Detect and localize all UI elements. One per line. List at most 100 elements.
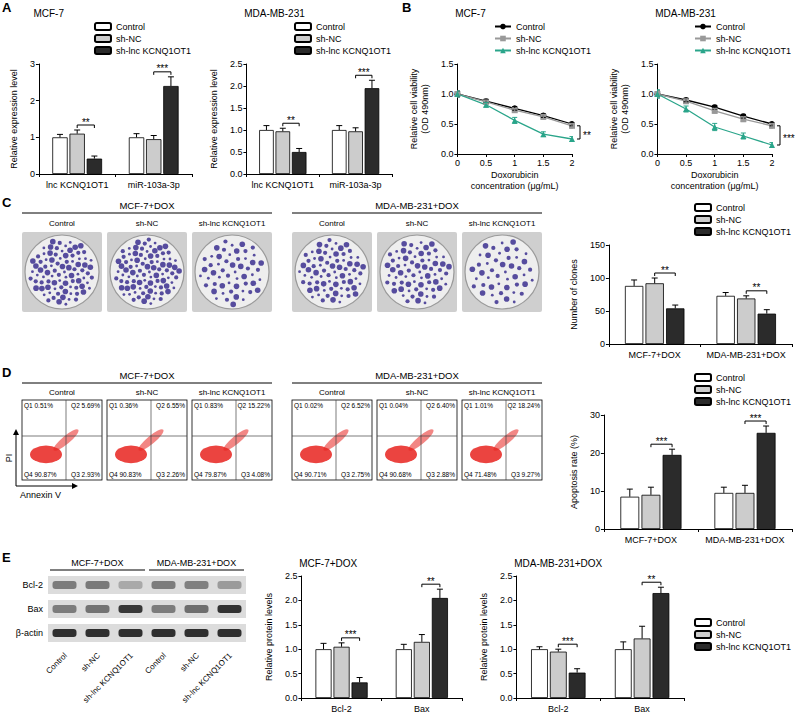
svg-text:Q4 71.48%: Q4 71.48% xyxy=(464,471,497,479)
svg-text:Relative cell viability: Relative cell viability xyxy=(609,68,619,149)
svg-text:B: B xyxy=(402,0,411,15)
svg-text:0.5: 0.5 xyxy=(500,669,513,679)
svg-text:0: 0 xyxy=(595,524,600,534)
svg-text:Relative protein levels: Relative protein levels xyxy=(479,592,489,681)
svg-text:50: 50 xyxy=(595,306,605,316)
svg-text:***: *** xyxy=(156,63,168,74)
svg-text:sh-NC: sh-NC xyxy=(80,651,103,674)
svg-text:MCF-7+DOX: MCF-7+DOX xyxy=(71,558,123,568)
svg-text:C: C xyxy=(2,195,12,210)
svg-text:Control: Control xyxy=(143,651,168,676)
svg-text:MCF-7+DOX: MCF-7+DOX xyxy=(119,370,175,381)
svg-text:***: *** xyxy=(345,629,357,640)
svg-text:Q3 9.27%: Q3 9.27% xyxy=(511,471,540,479)
svg-text:**: ** xyxy=(661,265,669,276)
svg-text:sh-lnc KCNQ1OT1: sh-lnc KCNQ1OT1 xyxy=(516,46,591,56)
svg-text:lnc KCNQ1OT1: lnc KCNQ1OT1 xyxy=(46,180,109,190)
svg-text:sh-NC: sh-NC xyxy=(136,388,159,397)
svg-text:0: 0 xyxy=(455,158,460,168)
svg-text:sh-lnc KCNQ1OT1: sh-lnc KCNQ1OT1 xyxy=(716,46,791,56)
svg-text:1.5: 1.5 xyxy=(537,158,550,168)
svg-text:1.5: 1.5 xyxy=(641,59,654,69)
svg-text:sh-lnc KCNQ1OT1: sh-lnc KCNQ1OT1 xyxy=(199,388,266,397)
svg-text:sh-NC: sh-NC xyxy=(406,388,429,397)
svg-text:sh-lnc KCNQ1OT1: sh-lnc KCNQ1OT1 xyxy=(199,219,266,228)
svg-text:Control: Control xyxy=(116,22,145,32)
svg-text:0.0: 0.0 xyxy=(641,149,654,159)
svg-text:PI: PI xyxy=(4,454,14,463)
svg-text:MDA-MB-231: MDA-MB-231 xyxy=(655,8,716,19)
svg-text:Q2 6.40%: Q2 6.40% xyxy=(426,402,455,410)
svg-text:Q3 2.75%: Q3 2.75% xyxy=(341,471,370,479)
svg-text:**: ** xyxy=(287,115,295,126)
svg-text:**: ** xyxy=(427,576,435,587)
svg-text:**: ** xyxy=(583,130,591,141)
svg-text:miR-103a-3p: miR-103a-3p xyxy=(128,180,180,190)
svg-text:0: 0 xyxy=(655,158,660,168)
svg-text:Q3 2.26%: Q3 2.26% xyxy=(156,471,185,479)
svg-text:**: ** xyxy=(753,282,761,293)
svg-text:1.0: 1.0 xyxy=(285,644,298,654)
svg-text:Bcl-2: Bcl-2 xyxy=(22,580,43,590)
svg-text:Bax: Bax xyxy=(27,604,43,614)
svg-text:0.5: 0.5 xyxy=(641,119,654,129)
svg-text:Control: Control xyxy=(44,651,69,676)
svg-text:Q1 0.36%: Q1 0.36% xyxy=(109,402,138,410)
svg-text:concentration (μg/mL): concentration (μg/mL) xyxy=(671,181,759,191)
svg-text:1.0: 1.0 xyxy=(500,644,513,654)
svg-text:Bax: Bax xyxy=(414,704,430,714)
svg-text:Control: Control xyxy=(49,388,75,397)
svg-text:(OD 490nm): (OD 490nm) xyxy=(620,84,630,134)
svg-text:E: E xyxy=(2,550,11,565)
svg-text:MDA-MB-231+DOX: MDA-MB-231+DOX xyxy=(705,535,784,545)
svg-text:100: 100 xyxy=(590,273,605,283)
svg-text:concentration (μg/mL): concentration (μg/mL) xyxy=(471,181,559,191)
svg-text:1.5: 1.5 xyxy=(500,620,513,630)
svg-text:0.5: 0.5 xyxy=(480,158,493,168)
svg-text:Relative expression level: Relative expression level xyxy=(9,69,19,169)
svg-text:Number of clones: Number of clones xyxy=(569,259,579,330)
svg-text:1.5: 1.5 xyxy=(737,158,750,168)
svg-text:Control: Control xyxy=(49,219,75,228)
svg-text:sh-lnc KCNQ1OT1: sh-lnc KCNQ1OT1 xyxy=(469,219,536,228)
svg-text:1.5: 1.5 xyxy=(230,103,243,113)
svg-text:***: *** xyxy=(783,133,795,144)
svg-text:2.5: 2.5 xyxy=(230,59,243,69)
svg-text:miR-103a-3p: miR-103a-3p xyxy=(330,180,382,190)
svg-text:Q4 90.83%: Q4 90.83% xyxy=(109,471,142,479)
svg-text:0.0: 0.0 xyxy=(500,693,513,703)
svg-text:Relative cell viability: Relative cell viability xyxy=(409,68,419,149)
svg-text:Control: Control xyxy=(516,22,545,32)
svg-text:Control: Control xyxy=(716,618,745,628)
svg-text:Apoptosis rate (%): Apoptosis rate (%) xyxy=(569,435,579,509)
svg-text:MDA-MB-231: MDA-MB-231 xyxy=(244,8,305,19)
svg-text:0: 0 xyxy=(30,169,35,179)
svg-text:sh-NC: sh-NC xyxy=(316,34,342,44)
svg-text:sh-lnc KCNQ1OT1: sh-lnc KCNQ1OT1 xyxy=(180,651,234,705)
svg-text:sh-lnc KCNQ1OT1: sh-lnc KCNQ1OT1 xyxy=(716,642,791,652)
svg-text:sh-NC: sh-NC xyxy=(116,34,142,44)
svg-text:MDA-MB-231+DOX: MDA-MB-231+DOX xyxy=(375,370,459,381)
svg-text:sh-lnc KCNQ1OT1: sh-lnc KCNQ1OT1 xyxy=(116,46,191,56)
svg-text:Relative protein levels: Relative protein levels xyxy=(264,592,274,681)
svg-text:β-actin: β-actin xyxy=(16,628,43,638)
svg-text:MCF-7+DOX: MCF-7+DOX xyxy=(119,200,175,211)
svg-text:0.5: 0.5 xyxy=(441,119,454,129)
svg-text:2.5: 2.5 xyxy=(285,571,298,581)
svg-text:MCF-7+DOX: MCF-7+DOX xyxy=(629,350,681,360)
svg-text:sh-lnc KCNQ1OT1: sh-lnc KCNQ1OT1 xyxy=(469,388,536,397)
svg-text:1.0: 1.0 xyxy=(641,89,654,99)
svg-text:lnc KCNQ1OT1: lnc KCNQ1OT1 xyxy=(252,180,315,190)
svg-text:**: ** xyxy=(82,117,90,128)
svg-text:Bcl-2: Bcl-2 xyxy=(548,704,569,714)
svg-text:Q4 79.87%: Q4 79.87% xyxy=(194,471,227,479)
svg-text:Q1 0.04%: Q1 0.04% xyxy=(379,402,408,410)
svg-text:2: 2 xyxy=(769,158,774,168)
svg-text:Q1 0.51%: Q1 0.51% xyxy=(24,402,53,410)
svg-text:1: 1 xyxy=(712,158,717,168)
svg-text:Doxorubicin: Doxorubicin xyxy=(691,170,739,180)
svg-text:MCF-7: MCF-7 xyxy=(33,8,64,19)
svg-text:30: 30 xyxy=(590,410,600,420)
svg-text:2.0: 2.0 xyxy=(285,595,298,605)
svg-text:Bax: Bax xyxy=(634,704,650,714)
